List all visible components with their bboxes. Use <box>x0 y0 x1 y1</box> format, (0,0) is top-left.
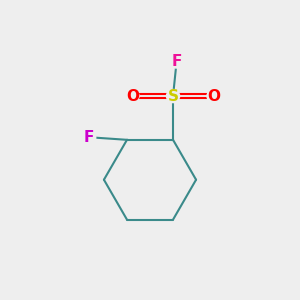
Text: S: S <box>167 88 178 104</box>
Circle shape <box>82 131 96 144</box>
Circle shape <box>167 89 180 103</box>
Text: F: F <box>84 130 94 145</box>
Text: O: O <box>126 88 139 104</box>
Text: F: F <box>171 54 182 69</box>
Circle shape <box>126 89 139 103</box>
Text: O: O <box>207 88 220 104</box>
Circle shape <box>207 89 220 103</box>
Circle shape <box>170 55 183 68</box>
